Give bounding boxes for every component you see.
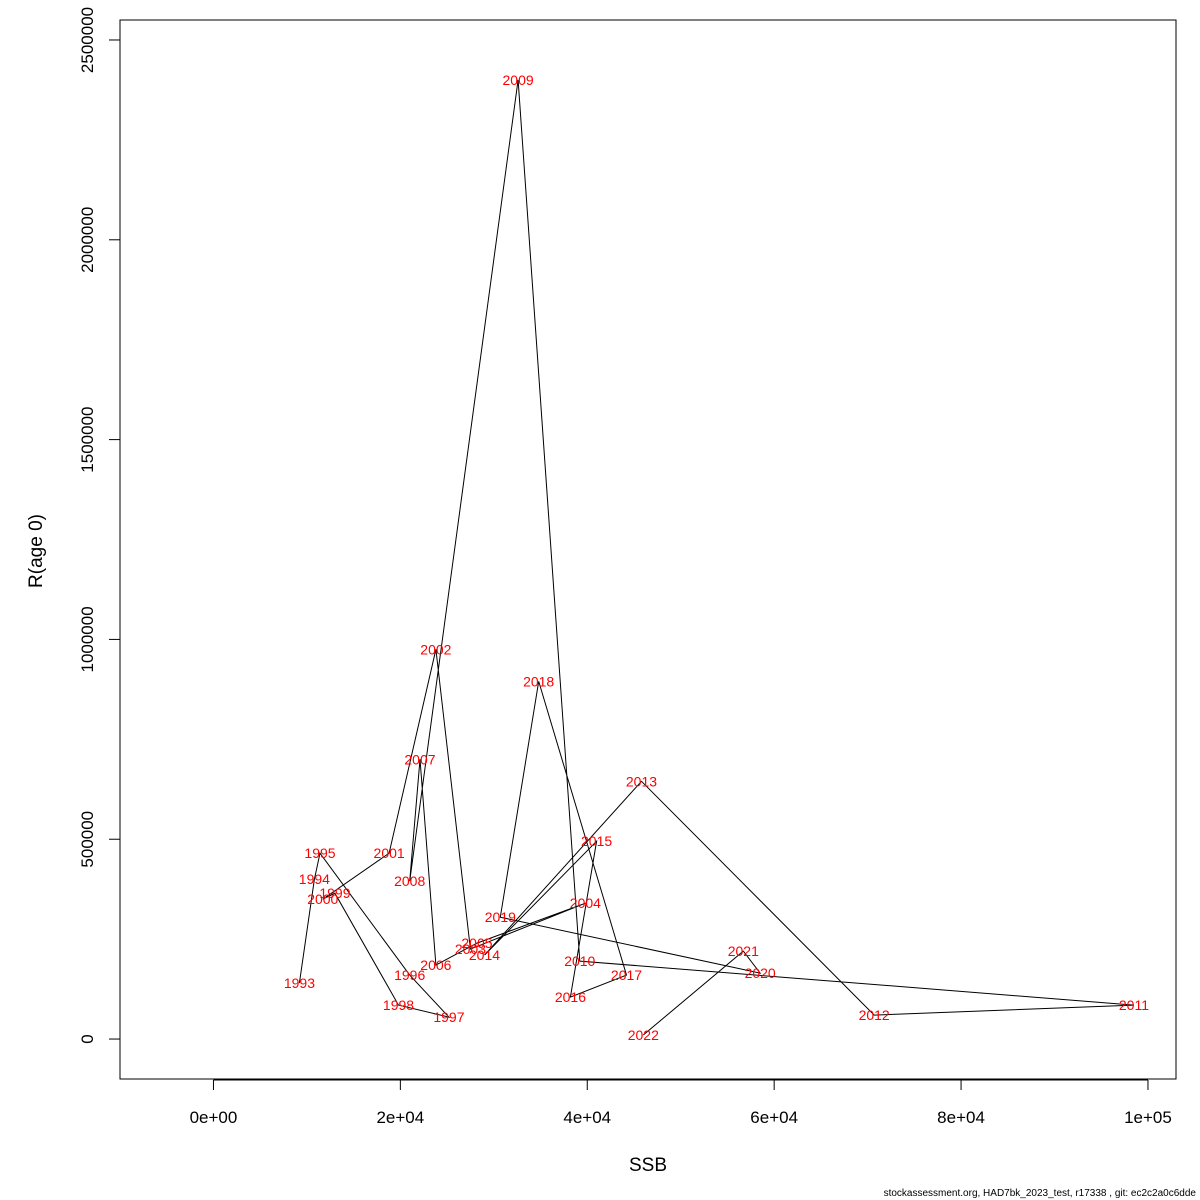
x-tick-label: 0e+00 xyxy=(190,1108,238,1127)
point-label-2022: 2022 xyxy=(628,1027,659,1043)
point-label-2002: 2002 xyxy=(420,641,451,657)
point-label-2013: 2013 xyxy=(626,773,657,789)
point-label-2005: 2005 xyxy=(461,935,492,951)
point-label-2001: 2001 xyxy=(374,845,405,861)
point-label-2000: 2000 xyxy=(307,891,338,907)
point-label-2012: 2012 xyxy=(859,1007,890,1023)
y-tick-label: 0 xyxy=(78,1034,97,1043)
point-label-2006: 2006 xyxy=(420,957,451,973)
plot-frame xyxy=(119,19,1177,1080)
x-axis-title: SSB xyxy=(629,1155,667,1176)
point-label-2015: 2015 xyxy=(581,833,612,849)
point-label-1998: 1998 xyxy=(383,997,414,1013)
y-axis-title: R(age 0) xyxy=(26,514,47,588)
point-label-2009: 2009 xyxy=(503,72,534,88)
footer-text: stockassessment.org, HAD7bk_2023_test, r… xyxy=(884,1188,1197,1199)
x-axis: 0e+00 2e+04 4e+04 6e+04 8e+04 1e+05 xyxy=(190,1079,1172,1127)
point-label-1997: 1997 xyxy=(433,1009,464,1025)
point-label-2016: 2016 xyxy=(555,989,586,1005)
point-label-2004: 2004 xyxy=(570,895,601,911)
point-label-2020: 2020 xyxy=(745,965,776,981)
x-tick-label: 8e+04 xyxy=(937,1108,985,1127)
y-tick-label: 1000000 xyxy=(78,606,97,672)
y-tick-label: 2000000 xyxy=(78,207,97,273)
point-label-1994: 1994 xyxy=(299,871,330,887)
point-label-2014: 2014 xyxy=(469,947,500,963)
point-label-2003: 2003 xyxy=(455,941,486,957)
x-tick-label: 1e+05 xyxy=(1124,1108,1172,1127)
point-label-2007: 2007 xyxy=(404,751,435,767)
point-label-2018: 2018 xyxy=(523,673,554,689)
x-tick-label: 2e+04 xyxy=(376,1108,424,1127)
point-label-2010: 2010 xyxy=(564,953,595,969)
point-label-2019: 2019 xyxy=(485,909,516,925)
point-label-1996: 1996 xyxy=(394,967,425,983)
point-label-1999: 1999 xyxy=(319,885,350,901)
point-label-2011: 2011 xyxy=(1119,997,1149,1013)
point-label-1995: 1995 xyxy=(304,845,335,861)
point-label-2021: 2021 xyxy=(728,943,759,959)
series-line xyxy=(298,79,1134,1036)
point-label-2008: 2008 xyxy=(394,873,425,889)
x-tick-label: 6e+04 xyxy=(750,1108,798,1127)
point-label-2017: 2017 xyxy=(611,967,642,983)
y-tick-label: 1500000 xyxy=(78,407,97,473)
y-axis: 0 500000 1000000 1500000 2000000 2500000 xyxy=(78,7,121,1044)
y-tick-label: 2500000 xyxy=(78,7,97,73)
y-tick-label: 500000 xyxy=(78,811,97,868)
point-label-1993: 1993 xyxy=(284,975,315,991)
x-tick-label: 4e+04 xyxy=(563,1108,611,1127)
